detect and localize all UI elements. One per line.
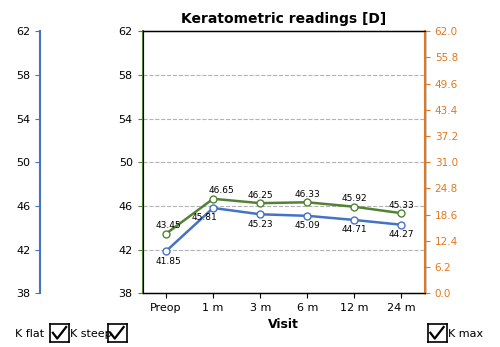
Text: 46.65: 46.65 bbox=[208, 186, 234, 195]
Text: K steep: K steep bbox=[70, 329, 112, 339]
Text: 45.81: 45.81 bbox=[192, 213, 218, 222]
Text: 45.09: 45.09 bbox=[294, 221, 320, 230]
Text: 45.23: 45.23 bbox=[248, 220, 273, 229]
Title: Keratometric readings [D]: Keratometric readings [D] bbox=[181, 12, 386, 26]
X-axis label: Visit: Visit bbox=[268, 319, 299, 331]
Text: 43.45: 43.45 bbox=[156, 221, 182, 230]
Text: 45.33: 45.33 bbox=[388, 201, 414, 210]
Text: 44.27: 44.27 bbox=[388, 230, 414, 239]
Text: 41.85: 41.85 bbox=[156, 257, 182, 266]
Text: 45.92: 45.92 bbox=[342, 194, 367, 203]
Text: 44.71: 44.71 bbox=[342, 226, 367, 235]
Text: 46.25: 46.25 bbox=[248, 191, 273, 200]
Text: K max: K max bbox=[448, 329, 482, 339]
Text: 46.33: 46.33 bbox=[294, 190, 320, 199]
Text: K flat: K flat bbox=[15, 329, 44, 339]
